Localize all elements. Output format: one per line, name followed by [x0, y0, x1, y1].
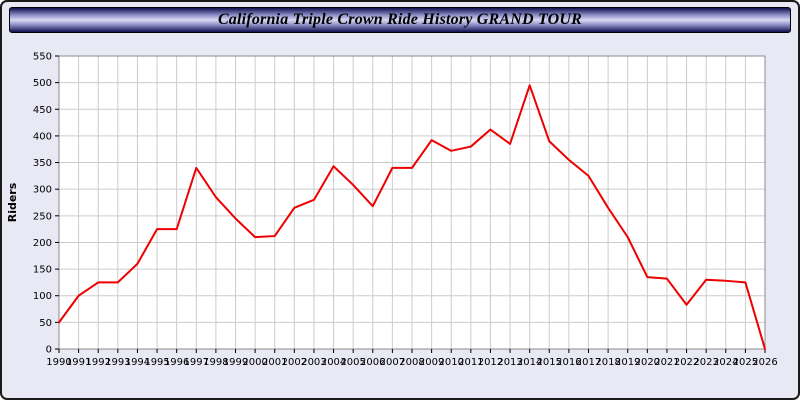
- x-tick-label: 2012: [478, 357, 503, 368]
- x-tick-label: 2024: [713, 357, 738, 368]
- y-tick-label: 350: [33, 158, 52, 169]
- x-tick-label: 2017: [576, 357, 601, 368]
- y-axis-label: Riders: [6, 182, 19, 222]
- x-tick-label: 1993: [105, 357, 130, 368]
- chart-panel: 0 50 100 150 200 250 300 350 400 450 500 550 1990 199…: [2, 37, 798, 397]
- x-tick-label: 2021: [654, 357, 679, 368]
- x-tick-label: 2005: [340, 357, 365, 368]
- x-tick-label: 2023: [693, 357, 718, 368]
- y-tick-label: 300: [33, 185, 52, 196]
- x-tick-label: 1999: [223, 357, 248, 368]
- x-tick-label: 2018: [595, 357, 620, 368]
- x-tick-label: 1998: [203, 357, 228, 368]
- x-tick-label: 2025: [733, 357, 758, 368]
- x-tick-label: 2010: [438, 357, 463, 368]
- x-tick-label: 2002: [282, 357, 307, 368]
- y-tick-label: 550: [33, 52, 52, 63]
- x-tick-label: 2014: [517, 357, 542, 368]
- riders-series-line: [58, 84, 766, 350]
- y-tick-label: 450: [33, 105, 52, 116]
- x-tick-label: 2013: [497, 357, 522, 368]
- x-tick-label: 1994: [125, 357, 150, 368]
- x-tick-label: 2007: [380, 357, 405, 368]
- chart-title-bar: California Triple Crown Ride History GRA…: [9, 7, 791, 33]
- x-tick-label: 1991: [66, 357, 91, 368]
- x-tick-label: 2008: [399, 357, 424, 368]
- x-tick-label: 2015: [537, 357, 562, 368]
- x-tick-label: 2000: [242, 357, 267, 368]
- x-tick-label: 2001: [262, 357, 287, 368]
- x-tick-label: 1996: [164, 357, 189, 368]
- x-tick-label: 1995: [144, 357, 169, 368]
- y-tick-label: 400: [33, 131, 52, 142]
- x-tick-label: 2016: [556, 357, 581, 368]
- y-tick-label: 500: [33, 78, 52, 89]
- riders-line-chart: 0501001502002503003504004505005501990199…: [6, 52, 778, 369]
- x-tick-label: 2026: [752, 357, 777, 368]
- x-tick-label: 2020: [635, 357, 660, 368]
- y-tick-label: 200: [33, 238, 52, 249]
- x-tick-label: 2004: [321, 357, 346, 368]
- x-tick-label: 1997: [184, 357, 209, 368]
- x-tick-label: 2009: [419, 357, 444, 368]
- x-tick-label: 2006: [360, 357, 385, 368]
- x-tick-label: 2019: [615, 357, 640, 368]
- x-tick-label: 2003: [301, 357, 326, 368]
- x-tick-label: 1990: [46, 357, 71, 368]
- x-tick-label: 2022: [674, 357, 699, 368]
- y-tick-label: 100: [33, 291, 52, 302]
- y-tick-label: 250: [33, 211, 52, 222]
- x-tick-label: 2011: [458, 357, 483, 368]
- chart-title: California Triple Crown Ride History GRA…: [217, 11, 583, 28]
- y-tick-label: 150: [33, 265, 52, 276]
- y-tick-label: 50: [39, 318, 52, 329]
- y-tick-label: 0: [46, 345, 52, 356]
- x-tick-label: 1992: [85, 357, 110, 368]
